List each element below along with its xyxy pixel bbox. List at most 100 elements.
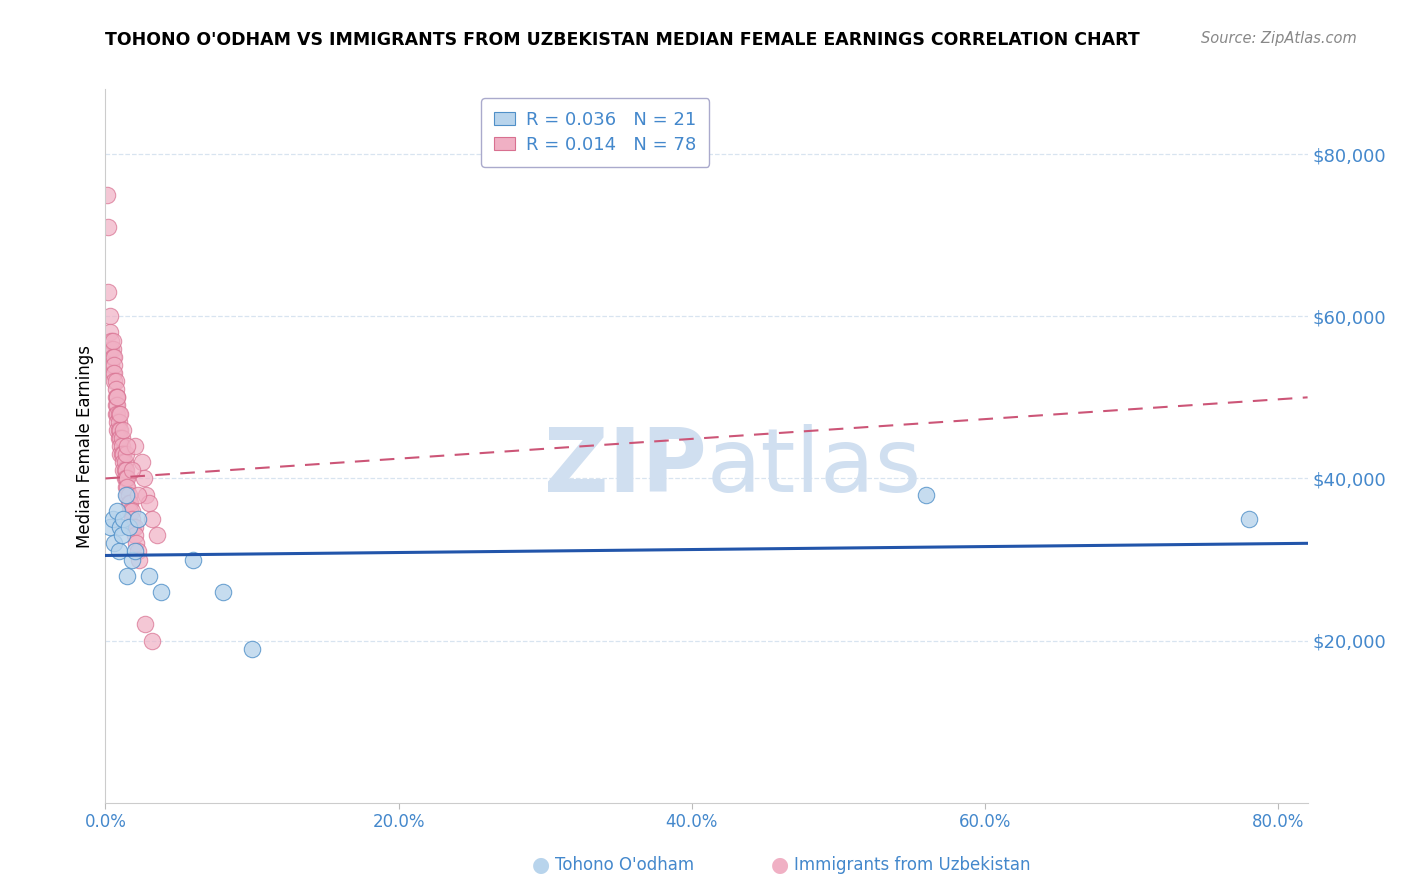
Point <box>103 536 125 550</box>
Point <box>150 585 173 599</box>
Point <box>127 512 149 526</box>
Point <box>125 536 148 550</box>
Point <box>141 633 163 648</box>
Point <box>138 496 160 510</box>
Point <box>124 520 146 534</box>
Point <box>97 285 120 299</box>
Y-axis label: Median Female Earnings: Median Female Earnings <box>76 344 94 548</box>
Point <box>115 479 138 493</box>
Point <box>112 447 135 461</box>
Point <box>104 374 127 388</box>
Point <box>118 496 141 510</box>
Point <box>97 220 120 235</box>
Point <box>240 641 263 656</box>
Text: Tohono O'odham: Tohono O'odham <box>555 856 695 874</box>
Point <box>121 512 143 526</box>
Point <box>108 520 131 534</box>
Point <box>105 415 128 429</box>
Point <box>183 552 205 566</box>
Point <box>120 496 142 510</box>
Point <box>112 512 135 526</box>
Point <box>138 568 160 582</box>
Point <box>101 366 124 380</box>
Point <box>127 544 149 558</box>
Point <box>107 544 129 558</box>
Point <box>1237 512 1260 526</box>
Point <box>98 326 121 340</box>
Point <box>110 447 132 461</box>
Point <box>141 512 163 526</box>
Point <box>101 512 124 526</box>
Point <box>108 423 131 437</box>
Text: Source: ZipAtlas.com: Source: ZipAtlas.com <box>1201 31 1357 46</box>
Text: ●: ● <box>533 855 550 875</box>
Point <box>105 390 128 404</box>
Point <box>108 439 131 453</box>
Point <box>120 504 142 518</box>
Point <box>121 463 143 477</box>
Point <box>98 342 121 356</box>
Point <box>107 415 129 429</box>
Point <box>108 431 131 445</box>
Point <box>98 310 121 324</box>
Point <box>115 463 138 477</box>
Point <box>114 455 136 469</box>
Point <box>107 423 129 437</box>
Point <box>114 471 136 485</box>
Point <box>124 439 146 453</box>
Text: atlas: atlas <box>707 424 922 511</box>
Point <box>128 552 150 566</box>
Legend: R = 0.036   N = 21, R = 0.014   N = 78: R = 0.036 N = 21, R = 0.014 N = 78 <box>481 98 709 167</box>
Point <box>104 390 127 404</box>
Point <box>124 528 146 542</box>
Point <box>112 423 135 437</box>
Point <box>117 488 139 502</box>
Point <box>121 504 143 518</box>
Text: ZIP: ZIP <box>544 424 707 511</box>
Point <box>107 407 129 421</box>
Point <box>115 447 138 461</box>
Point <box>101 334 124 348</box>
Point <box>105 423 128 437</box>
Point <box>124 544 146 558</box>
Point <box>98 520 121 534</box>
Point <box>103 374 125 388</box>
Point <box>110 439 132 453</box>
Point <box>115 471 138 485</box>
Point <box>108 447 131 461</box>
Point <box>122 520 145 534</box>
Point <box>134 617 156 632</box>
Point <box>211 585 233 599</box>
Point <box>112 463 135 477</box>
Point <box>101 342 124 356</box>
Point <box>117 479 139 493</box>
Point <box>145 528 167 542</box>
Point <box>135 488 157 502</box>
Point <box>100 358 122 372</box>
Point <box>118 488 141 502</box>
Point <box>132 471 155 485</box>
Text: TOHONO O'ODHAM VS IMMIGRANTS FROM UZBEKISTAN MEDIAN FEMALE EARNINGS CORRELATION : TOHONO O'ODHAM VS IMMIGRANTS FROM UZBEKI… <box>105 31 1140 49</box>
Text: ●: ● <box>772 855 789 875</box>
Point <box>103 358 125 372</box>
Point <box>115 488 138 502</box>
Text: Immigrants from Uzbekistan: Immigrants from Uzbekistan <box>794 856 1031 874</box>
Point <box>118 520 141 534</box>
Point <box>104 382 127 396</box>
Point <box>101 350 124 364</box>
Point <box>105 407 128 421</box>
Point <box>103 366 125 380</box>
Point <box>105 399 128 413</box>
Point <box>117 471 139 485</box>
Point <box>96 187 118 202</box>
Point <box>105 390 128 404</box>
Point <box>104 399 127 413</box>
Point <box>110 431 132 445</box>
Point <box>121 552 143 566</box>
Point <box>105 504 128 518</box>
Point <box>114 463 136 477</box>
Point <box>103 350 125 364</box>
Point <box>915 488 938 502</box>
Point <box>100 342 122 356</box>
Point <box>108 407 131 421</box>
